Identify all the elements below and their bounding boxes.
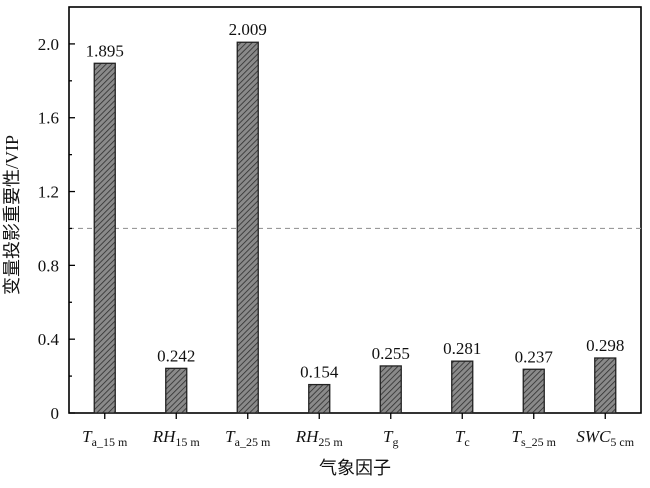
bar bbox=[308, 383, 331, 414]
bar bbox=[93, 62, 116, 414]
y-tick-label: 0 bbox=[51, 404, 60, 423]
plot-frame bbox=[68, 6, 642, 414]
y-tick-label: 2.0 bbox=[38, 35, 59, 54]
x-axis-title: 气象因子 bbox=[319, 458, 391, 478]
bar-value-label: 0.154 bbox=[300, 363, 339, 382]
bar-value-label: 2.009 bbox=[229, 20, 267, 39]
plot-layer: 0 0.4 0.8 1.2 1.6 2.0 1.895 Ta_15 m 0.242 RH15 m 2… bbox=[38, 6, 642, 449]
bar bbox=[522, 368, 545, 414]
bar bbox=[451, 360, 474, 414]
x-tick-label: RH15 m bbox=[152, 427, 201, 449]
bar-value-label: 0.255 bbox=[372, 344, 410, 363]
x-tick-label: Ts_25 m bbox=[512, 427, 557, 449]
bar bbox=[594, 357, 617, 414]
y-tick-label: 0.8 bbox=[38, 256, 59, 275]
bar bbox=[236, 41, 259, 414]
bar-value-label: 0.298 bbox=[586, 336, 624, 355]
x-tick-label: SWC5 cm bbox=[576, 427, 634, 449]
bar-value-label: 0.281 bbox=[443, 339, 481, 358]
x-tick-label: RH25 m bbox=[295, 427, 344, 449]
y-tick-label: 1.6 bbox=[38, 109, 59, 128]
x-tick-label: Tc bbox=[455, 427, 470, 449]
x-tick-label: Tg bbox=[383, 427, 398, 449]
bar bbox=[379, 365, 402, 414]
y-tick-label: 0.4 bbox=[38, 330, 60, 349]
y-axis-title: 变量投影重要性/VIP bbox=[2, 135, 22, 295]
x-tick-label: Ta_15 m bbox=[82, 427, 128, 449]
bar-value-label: 0.237 bbox=[515, 347, 554, 366]
bar-value-label: 1.895 bbox=[86, 41, 124, 60]
bar bbox=[165, 367, 188, 414]
y-tick-label: 1.2 bbox=[38, 183, 59, 202]
x-tick-label: Ta_25 m bbox=[225, 427, 271, 449]
bar-value-label: 0.242 bbox=[157, 346, 195, 365]
